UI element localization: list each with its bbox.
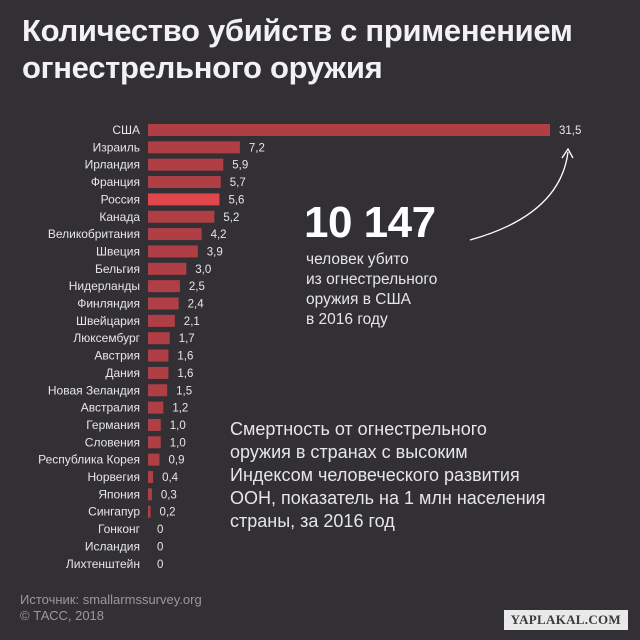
value-label: 2,1 xyxy=(184,316,200,328)
bar xyxy=(148,141,240,154)
callout-arrow-head xyxy=(561,147,574,159)
source-line: Источник: smallarmssurvey.org xyxy=(20,592,202,607)
value-label: 1,0 xyxy=(170,437,186,449)
value-label: 0,9 xyxy=(168,455,184,467)
value-label: 2,5 xyxy=(189,281,205,293)
value-label: 1,2 xyxy=(172,403,188,415)
highlight-caption: человек убито из огнестрельного оружия в… xyxy=(306,251,438,328)
bar xyxy=(148,471,154,483)
category-label: Япония xyxy=(98,487,140,501)
category-label: Австралия xyxy=(81,401,140,415)
value-label: 1,7 xyxy=(179,333,195,345)
bar xyxy=(148,314,175,327)
category-label: Австрия xyxy=(94,349,140,363)
copyright-line: © ТАСС, 2018 xyxy=(20,608,105,623)
category-label: США xyxy=(112,123,140,137)
value-label: 5,9 xyxy=(232,160,248,172)
value-label: 1,6 xyxy=(177,351,193,363)
arrow-layer xyxy=(469,147,574,241)
value-label: 31,5 xyxy=(559,125,581,137)
value-label: 0 xyxy=(157,559,163,571)
watermark-logo: YAPLAKAL.COM xyxy=(503,610,628,630)
bar xyxy=(148,453,160,466)
category-label: Норвегия xyxy=(87,470,140,484)
category-label: Люксембург xyxy=(73,331,140,345)
bar xyxy=(148,436,161,449)
category-label: Республика Корея xyxy=(38,453,140,467)
bar xyxy=(148,210,215,223)
bar xyxy=(148,505,151,518)
category-label: Швейцария xyxy=(76,314,140,328)
category-label: Бельгия xyxy=(95,262,140,276)
category-label: Ирландия xyxy=(85,158,140,172)
category-label: Великобритания xyxy=(48,227,140,241)
bar xyxy=(148,349,169,362)
value-label: 0,3 xyxy=(161,489,177,501)
category-label: Сингапур xyxy=(88,505,140,519)
bars-layer: США 31,5 Израиль 7,2 Ирландия 5,9 Франция 5,7 Ро… xyxy=(38,123,581,571)
value-label: 1,5 xyxy=(176,385,192,397)
bar xyxy=(148,418,161,431)
bar xyxy=(148,488,152,501)
value-label: 2,4 xyxy=(188,299,205,311)
value-label: 5,6 xyxy=(228,194,244,206)
value-label: 3,9 xyxy=(207,246,223,258)
value-label: 5,7 xyxy=(230,177,246,189)
bar xyxy=(148,297,179,310)
bar xyxy=(148,124,550,136)
value-label: 0,2 xyxy=(160,507,176,519)
value-label: 7,2 xyxy=(249,142,265,154)
category-label: Финляндия xyxy=(77,297,140,311)
bar xyxy=(148,228,202,241)
value-label: 4,2 xyxy=(211,229,227,241)
highlight-number: 10 147 xyxy=(304,198,436,247)
category-label: Франция xyxy=(91,175,140,189)
category-label: Нидерланды xyxy=(69,279,140,293)
bar xyxy=(148,366,169,379)
bar xyxy=(148,262,187,275)
category-label: Канада xyxy=(99,210,140,224)
bar xyxy=(148,158,224,171)
category-label: Лихтенштейн xyxy=(66,557,140,571)
category-label: Исландия xyxy=(85,539,140,553)
value-label: 0,4 xyxy=(162,472,179,484)
category-label: Дания xyxy=(105,366,140,380)
chart-description: Смертность от огнестрельного оружия в ст… xyxy=(230,419,546,531)
callout-arrow xyxy=(469,151,569,241)
category-label: Словения xyxy=(85,435,140,449)
bar xyxy=(148,332,170,345)
category-label: Израиль xyxy=(93,140,140,154)
bar xyxy=(148,245,198,258)
value-label: 3,0 xyxy=(195,264,211,276)
category-label: Германия xyxy=(86,418,140,432)
category-label: Гонконг xyxy=(98,522,141,536)
value-label: 0 xyxy=(157,524,163,536)
bar xyxy=(148,280,180,293)
value-label: 1,0 xyxy=(170,420,186,432)
source-block: Источник: smallarmssurvey.org © ТАСС, 20… xyxy=(20,592,202,624)
bar xyxy=(148,193,220,206)
bar xyxy=(148,384,168,397)
bar xyxy=(148,176,221,189)
page-title: Количество убийств с применением огнестр… xyxy=(22,13,573,85)
value-label: 5,2 xyxy=(223,212,239,224)
category-label: Новая Зеландия xyxy=(48,383,140,397)
value-label: 1,6 xyxy=(177,368,193,380)
category-label: Швеция xyxy=(96,244,140,258)
bar xyxy=(148,401,164,414)
category-label: Россия xyxy=(101,192,140,206)
value-label: 0 xyxy=(157,541,163,553)
